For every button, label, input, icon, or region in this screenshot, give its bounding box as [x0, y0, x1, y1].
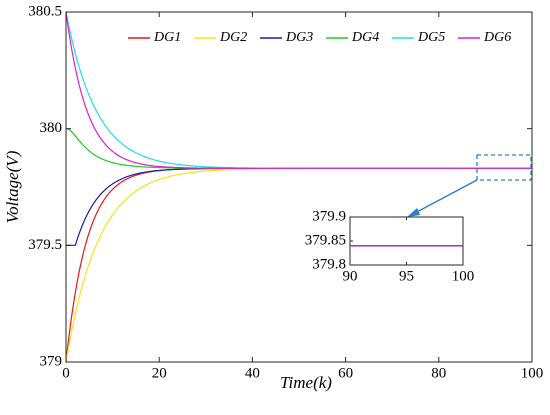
x-tick-label: 20: [152, 366, 167, 382]
inset-y-tick-label: 379.8: [312, 256, 346, 272]
zoom-region-box: [476, 154, 532, 181]
x-tick-label: 40: [245, 366, 260, 382]
inset-layer: 90 95 100 379.9 379.85 379.8: [305, 208, 475, 284]
legend-label-dg6: DG6: [483, 30, 511, 45]
plot-frame: [65, 11, 533, 363]
y-tick-label: 379.5: [28, 237, 62, 253]
inset-frame: [349, 216, 464, 266]
legend: DG1 DG2 DG3 DG4 DG5 DG6: [128, 30, 511, 45]
legend-label-dg3: DG3: [285, 30, 313, 45]
inset-x-tick-label: 90: [343, 269, 358, 285]
x-axis-label: Time(k): [280, 373, 332, 392]
legend-label-dg2: DG2: [219, 30, 247, 45]
x-tick-label: 0: [62, 366, 70, 382]
inset-y-tick-label: 379.85: [305, 232, 346, 248]
x-tick-label: 100: [521, 366, 544, 382]
series-layer: [66, 12, 532, 362]
x-tick-label: 80: [431, 366, 446, 382]
inset-x-tick-label: 95: [399, 269, 414, 285]
zoom-arrow: [412, 179, 478, 215]
axis-layer: 0 20 40 60 80 100 379 379.5 380 380.5: [28, 3, 543, 381]
y-tick-label: 380.5: [28, 3, 62, 19]
legend-label-dg4: DG4: [351, 30, 379, 45]
legend-label-dg1: DG1: [153, 30, 181, 45]
y-axis-label: Voltage(V): [3, 150, 22, 223]
inset-y-tick-label: 379.9: [312, 208, 346, 224]
inset-x-tick-label: 100: [452, 269, 475, 285]
x-tick-label: 60: [338, 366, 353, 382]
y-tick-label: 380: [40, 120, 63, 136]
inset-chart: 90 95 100 379.9 379.85 379.8: [305, 208, 475, 284]
series-line-dg6: [66, 12, 532, 169]
y-tick-label: 379: [40, 353, 63, 369]
zoom-arrowhead: [407, 208, 420, 217]
legend-label-dg5: DG5: [417, 30, 445, 45]
